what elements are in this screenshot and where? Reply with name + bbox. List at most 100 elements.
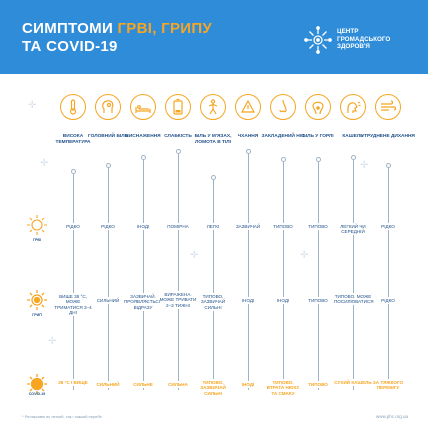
cell-arvi: РІДКО: [381, 223, 395, 230]
cell-arvi: ІНОДІ: [136, 223, 150, 230]
column-line-cap: [281, 157, 286, 162]
column-line: [178, 152, 179, 390]
column-line-cap: [141, 155, 146, 160]
sun-icon: [27, 290, 47, 310]
cell-arvi: ТИПОВО: [308, 223, 328, 230]
decor-plus: ✛: [48, 336, 57, 347]
thermometer-icon: [60, 94, 86, 120]
column-line: [388, 166, 389, 390]
cell-arvi: ЗАЗВИЧАЙ: [235, 223, 261, 230]
symptom-label: ВИСОКА ТЕМПЕРАТУРА: [55, 134, 91, 145]
website-link[interactable]: www.phc.org.ua: [375, 414, 408, 419]
title-line2: ТА COVID-19: [22, 38, 118, 55]
muscle-pain-icon: [200, 94, 226, 120]
decor-plus: ✛: [300, 250, 309, 261]
page-title: СИМПТОМИ ГРВІ, ГРИПУ ТА COVID-19: [22, 20, 212, 56]
bed-icon: [130, 94, 156, 120]
symptom-column-stuffy-nose: ЗАКЛАДЕНИЙ НІС: [262, 94, 304, 139]
column-line-cap: [71, 169, 76, 174]
logo-text: ЦЕНТР ГРОМАДСЬКОГО ЗДОРОВ'Я: [337, 28, 390, 51]
cell-arvi: РІДКО: [101, 223, 115, 230]
cough-icon: [340, 94, 366, 120]
phc-logo-icon: [304, 26, 332, 54]
head-pain-icon: [95, 94, 121, 120]
symptom-label: СЛАБКІСТЬ: [164, 134, 192, 139]
symptom-label: КАШЕЛЬ: [342, 134, 364, 139]
column-line: [108, 166, 109, 390]
cell-flu: ВИРАЖЕНА, МОЖЕ ТРИВАТИ 2–3 ТИЖНІ: [159, 291, 197, 309]
cell-covid: ТИПОВО: [308, 381, 328, 388]
cell-covid: 38 °С І ВИЩЕ: [58, 379, 88, 386]
cell-arvi: ЛЕГКИЙ ЧИ СЕРЕДНІЙ: [340, 223, 366, 236]
logo-line3: ЗДОРОВ'Я: [337, 43, 370, 50]
symptom-label: УТРУДНЕНЕ ДИХАННЯ: [361, 134, 415, 139]
cell-flu: ІНОДІ: [241, 297, 255, 304]
cell-flu: ІНОДІ: [276, 297, 290, 304]
column-line: [73, 172, 74, 390]
symptom-label: ЗАКЛАДЕНИЙ НІС: [261, 134, 305, 139]
title-part2: ГРВІ, ГРИПУ: [117, 20, 213, 37]
cell-arvi: ЛЕГКІ: [206, 223, 220, 230]
logo-line2: ГРОМАДСЬКОГО: [337, 35, 391, 43]
row-label-arvi: ГРВІ: [32, 238, 42, 242]
cell-flu: ЗАЗВИЧАЙ, ПРОЯВЛЯЄТЬСЯ ВІДРАЗУ: [124, 293, 163, 311]
row-label-flu: ГРИП: [32, 313, 42, 317]
symptom-label: БІЛЬ У М'ЯЗАХ, ЛОМОТА В ТІЛІ: [194, 134, 232, 145]
row-label-covid: COVID-19: [28, 392, 46, 396]
title-part1: СИМПТОМИ: [22, 20, 118, 37]
cell-arvi: ПОМІРНА: [167, 223, 189, 230]
cell-flu: ТИПОВО, ЗАЗВИЧАЙ СИЛЬНІ: [200, 293, 226, 311]
column-line: [213, 178, 214, 390]
symptom-column-cough: КАШЕЛЬ: [336, 94, 370, 139]
logo-line1: ЦЕНТР: [337, 28, 359, 35]
symptom-column-weakness: СЛАБКІСТЬ: [161, 94, 195, 139]
decor-plus: ✛: [40, 158, 49, 169]
throat-icon: [305, 94, 331, 120]
cell-arvi: РІДКО: [66, 223, 80, 230]
cell-covid: СУХИЙ КАШЕЛЬ: [334, 379, 372, 386]
nose-icon: [270, 94, 296, 120]
decor-plus: ✛: [190, 250, 199, 261]
cell-covid: ТИПОВО, ВТРАТА НЮХУ ТА СМАКУ: [266, 379, 300, 397]
symptom-label: БІЛЬ У ГОРЛІ: [302, 134, 334, 139]
symptom-column-muscle-pain: БІЛЬ У М'ЯЗАХ, ЛОМОТА В ТІЛІ: [195, 94, 231, 145]
decor-plus: ✛: [360, 160, 369, 171]
column-line: [283, 160, 284, 390]
cell-flu: ТИПОВО: [308, 297, 328, 304]
symptom-label: ВИСНАЖЕННЯ: [125, 134, 161, 139]
cell-flu: РІДКО: [381, 297, 395, 304]
column-line-cap: [176, 149, 181, 154]
battery-icon: [165, 94, 191, 120]
cell-covid: СИЛЬНЕ: [133, 381, 153, 388]
decor-plus: ✛: [28, 100, 37, 111]
column-line-cap: [106, 163, 111, 168]
column-line-cap: [211, 175, 216, 180]
cell-covid: СИЛЬНИЙ: [96, 381, 120, 388]
sun-icon: [27, 215, 47, 235]
column-line: [353, 158, 354, 390]
column-line: [248, 152, 249, 390]
header-banner: СИМПТОМИ ГРВІ, ГРИПУ ТА COVID-19 ЦЕНТР Г…: [0, 0, 428, 74]
footnote: * Релаксивні як легкий, так і тяжкий пер…: [22, 414, 102, 419]
cell-covid: ІНОДІ: [241, 381, 255, 388]
symptom-column-breathing: УТРУДНЕНЕ ДИХАННЯ: [361, 94, 415, 139]
cell-covid: ТИПОВО, ЗАЗВИЧАЙ СИЛЬНІ: [200, 379, 226, 397]
sneeze-icon: [235, 94, 261, 120]
symptom-column-exhaustion: ВИСНАЖЕННЯ: [125, 94, 161, 139]
symptom-column-sneezing: ЧХАННЯ: [231, 94, 265, 139]
column-line-cap: [351, 155, 356, 160]
sun-icon: [27, 374, 47, 394]
column-line-cap: [386, 163, 391, 168]
cell-covid: ЗА ТЯЖКОГО ПЕРЕБІГУ: [372, 379, 404, 392]
cell-flu: ВИЩЕ 38 °С, МОЖЕ ТРИМАТИСЯ 3–4 ДНІ: [54, 293, 92, 317]
column-line: [318, 160, 319, 390]
symptom-column-temperature: ВИСОКА ТЕМПЕРАТУРА: [56, 94, 90, 145]
cell-covid: СИЛЬНА: [168, 381, 188, 388]
symptom-label: ЧХАННЯ: [237, 134, 259, 139]
cell-flu: ТИПОВО, МОЖЕ ПОСИЛЮВАТИСЯ: [334, 293, 374, 306]
symptom-label: ГОЛОВНИЙ БІЛЬ: [87, 134, 129, 139]
cell-arvi: ТИПОВО: [273, 223, 293, 230]
symptom-column-sore-throat: БІЛЬ У ГОРЛІ: [301, 94, 335, 139]
column-line-cap: [316, 157, 321, 162]
breath-icon: [375, 94, 401, 120]
